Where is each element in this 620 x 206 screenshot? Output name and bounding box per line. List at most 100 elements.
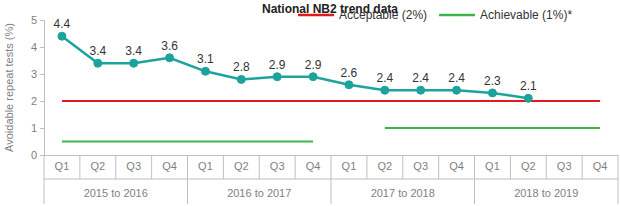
y-tick: 5 xyxy=(31,14,44,26)
y-tick-mark xyxy=(40,128,44,129)
series-marker xyxy=(130,59,138,67)
y-tick: 0 xyxy=(31,149,44,161)
x-tick: Q4 xyxy=(306,155,321,172)
y-tick-label: 1 xyxy=(31,122,37,134)
x-tick-label: Q1 xyxy=(198,160,213,172)
x-tick-label: Q2 xyxy=(521,160,536,172)
y-tick-label: 0 xyxy=(31,149,37,161)
data-label: 2.9 xyxy=(269,58,286,72)
legend-swatch xyxy=(439,14,475,17)
data-label: 3.1 xyxy=(197,52,214,66)
category-row-line xyxy=(44,179,618,180)
y-tick-label: 3 xyxy=(31,68,37,80)
data-label: 4.4 xyxy=(54,17,71,31)
y-tick-mark xyxy=(40,74,44,75)
series-line xyxy=(62,141,313,143)
x-tick: Q1 xyxy=(55,155,70,172)
series-marker xyxy=(237,75,245,83)
x-tick: Q2 xyxy=(521,155,536,172)
series-marker xyxy=(524,94,532,102)
group-label: 2017 to 2018 xyxy=(371,187,435,199)
y-tick-mark xyxy=(40,47,44,48)
category-separator xyxy=(582,155,583,179)
legend-swatch xyxy=(298,14,334,17)
series-marker xyxy=(94,59,102,67)
group-label: 2016 to 2017 xyxy=(227,187,291,199)
y-tick-mark xyxy=(40,20,44,21)
data-label: 2.9 xyxy=(305,58,322,72)
category-separator xyxy=(259,155,260,179)
y-tick-label: 5 xyxy=(31,14,37,26)
legend-label: Achievable (1%)* xyxy=(480,8,572,22)
data-label: 2.4 xyxy=(448,71,465,85)
category-separator xyxy=(79,155,80,179)
category-separator xyxy=(295,155,296,179)
x-tick-label: Q2 xyxy=(90,160,105,172)
category-separator xyxy=(223,155,224,179)
legend-label: Acceptable (2%) xyxy=(339,8,427,22)
series-marker xyxy=(381,86,389,94)
x-tick: Q4 xyxy=(449,155,464,172)
x-tick: Q1 xyxy=(198,155,213,172)
x-tick-label: Q3 xyxy=(557,160,572,172)
series-marker xyxy=(58,32,66,40)
x-tick: Q3 xyxy=(126,155,141,172)
series-marker xyxy=(345,81,353,89)
y-axis-label: Avoidable repeat tests (%) xyxy=(3,23,15,152)
series-marker xyxy=(453,86,461,94)
series-marker xyxy=(309,73,317,81)
x-tick: Q1 xyxy=(342,155,357,172)
x-tick-label: Q2 xyxy=(234,160,249,172)
series-marker xyxy=(166,54,174,62)
series-line xyxy=(62,36,528,98)
series-marker xyxy=(417,86,425,94)
data-label: 3.4 xyxy=(89,44,106,58)
x-tick-label: Q1 xyxy=(485,160,500,172)
data-label: 2.6 xyxy=(341,66,358,80)
category-separator xyxy=(151,155,152,179)
x-tick-label: Q2 xyxy=(377,160,392,172)
y-tick-mark xyxy=(40,155,44,156)
x-tick-label: Q3 xyxy=(413,160,428,172)
series-marker xyxy=(201,67,209,75)
y-tick: 1 xyxy=(31,122,44,134)
x-tick: Q3 xyxy=(413,155,428,172)
data-label: 2.3 xyxy=(484,74,501,88)
group-label: 2018 to 2019 xyxy=(514,187,578,199)
y-tick-label: 4 xyxy=(31,41,37,53)
series-marker xyxy=(273,73,281,81)
data-label: 2.1 xyxy=(520,79,537,93)
x-tick: Q1 xyxy=(485,155,500,172)
x-tick-label: Q4 xyxy=(162,160,177,172)
category-separator xyxy=(546,155,547,179)
x-tick-label: Q3 xyxy=(126,160,141,172)
x-tick-label: Q4 xyxy=(306,160,321,172)
data-label: 2.4 xyxy=(376,71,393,85)
series-line xyxy=(385,127,600,129)
category-separator xyxy=(402,155,403,179)
data-label: 2.4 xyxy=(412,71,429,85)
x-tick: Q2 xyxy=(234,155,249,172)
x-tick: Q4 xyxy=(162,155,177,172)
category-separator xyxy=(115,155,116,179)
x-tick-label: Q1 xyxy=(342,160,357,172)
y-tick-label: 2 xyxy=(31,95,37,107)
chart: National NB2 trend dataAvoidable repeat … xyxy=(0,0,620,206)
y-axis: 0 1 2 3 4 5 xyxy=(31,14,45,161)
plot-area xyxy=(58,32,600,141)
x-tick-label: Q3 xyxy=(270,160,285,172)
x-tick-label: Q4 xyxy=(449,160,464,172)
x-tick: Q2 xyxy=(377,155,392,172)
series-line xyxy=(62,100,600,102)
legend: Acceptable (2%) Achievable (1%)* xyxy=(298,8,572,22)
data-label: 2.8 xyxy=(233,60,250,74)
y-tick: 3 xyxy=(31,68,44,80)
data-label: 3.6 xyxy=(161,39,178,53)
x-tick-label: Q4 xyxy=(593,160,608,172)
data-labels: 4.43.43.43.63.12.82.92.92.62.42.42.42.32… xyxy=(54,17,537,93)
category-separator xyxy=(510,155,511,179)
x-tick-label: Q1 xyxy=(55,160,70,172)
group-label: 2015 to 2016 xyxy=(84,187,148,199)
y-tick: 4 xyxy=(31,41,44,53)
x-tick: Q2 xyxy=(90,155,105,172)
